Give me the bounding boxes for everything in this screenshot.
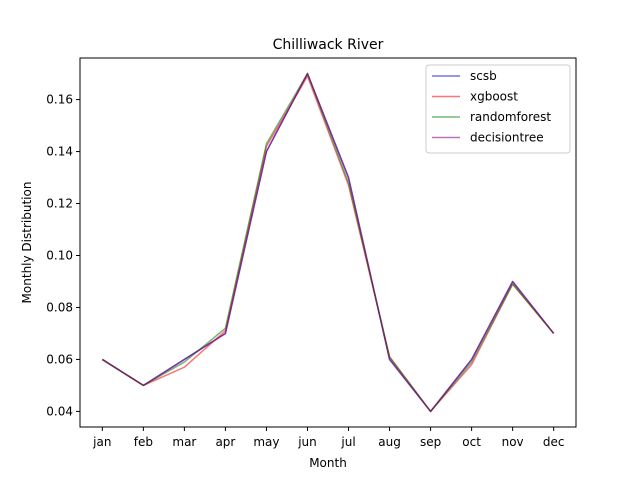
plot-frame <box>79 57 577 428</box>
y-axis: 0.04 0.06 0.08 0.10 0.12 0.14 0.16 <box>46 93 80 418</box>
legend-label-decisiontree: decisiontree <box>470 131 544 145</box>
y-tick-label: 0.16 <box>46 93 73 107</box>
series-line-xgboost <box>101 75 555 413</box>
x-tick-label: aug <box>378 435 401 449</box>
y-tick-label: 0.12 <box>46 197 73 211</box>
y-tick-label: 0.06 <box>46 352 73 366</box>
x-tick-label: jan <box>92 435 111 449</box>
chart-title: Chilliwack River <box>273 37 384 53</box>
series-line-randomforest <box>101 72 555 413</box>
x-tick-label: oct <box>462 435 481 449</box>
legend: scsb xgboost randomforest decisiontree <box>425 64 571 154</box>
y-axis-label: Monthly Distribution <box>20 182 34 304</box>
plot-area <box>101 72 555 413</box>
x-tick-label: may <box>253 435 279 449</box>
y-tick-label: 0.08 <box>46 300 73 314</box>
y-tick-label: 0.04 <box>46 404 73 418</box>
x-tick-label: nov <box>502 435 524 449</box>
y-tick-label: 0.14 <box>46 145 73 159</box>
x-tick-label: dec <box>543 435 565 449</box>
x-tick-label: feb <box>134 435 153 449</box>
x-tick-label: sep <box>420 435 441 449</box>
y-tick-label: 0.10 <box>46 248 73 262</box>
x-tick-label: jun <box>297 435 317 449</box>
legend-box <box>425 64 571 154</box>
legend-label-randomforest: randomforest <box>470 110 551 124</box>
x-tick-label: jul <box>340 435 355 449</box>
x-tick-label: mar <box>172 435 196 449</box>
x-axis-label: Month <box>309 456 347 470</box>
x-axis: jan feb mar apr may jun jul aug sep oct nov dec <box>92 427 564 449</box>
series-line-decisiontree <box>101 72 555 413</box>
legend-label-xgboost: xgboost <box>470 90 518 104</box>
x-tick-label: apr <box>215 435 235 449</box>
legend-label-scsb: scsb <box>470 69 497 83</box>
